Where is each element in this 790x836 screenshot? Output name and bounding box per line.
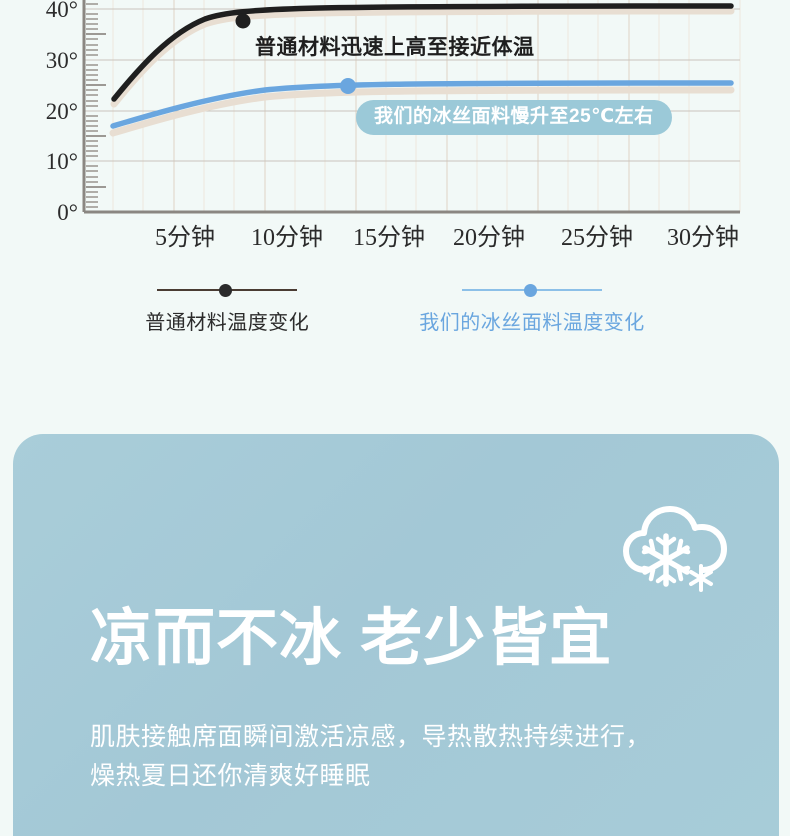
- legend-dot-ice-silk: [524, 284, 537, 297]
- y-tick-label: 10°: [46, 149, 78, 174]
- x-tick-label: 5分钟: [155, 224, 215, 251]
- x-tick-label: 30分钟: [667, 224, 739, 251]
- snowflake-large: [641, 533, 691, 587]
- y-axis-minor-ticks: [86, 3, 98, 208]
- legend-item-ordinary: 普通材料温度变化: [145, 282, 309, 335]
- cloud-snow-icon: [623, 506, 727, 592]
- x-tick-label: 15分钟: [353, 224, 425, 251]
- y-tick-label: 40°: [46, 0, 78, 22]
- ice-silk-annotation-pill: 我们的冰丝面料慢升至25℃左右: [356, 100, 672, 135]
- ice-silk-curve-shadow: [109, 86, 735, 137]
- temperature-chart: 40° 30° 20° 10° 0° 5分钟 10分钟 15分钟 2: [0, 0, 790, 360]
- y-tick-label: 30°: [46, 48, 78, 73]
- chart-legend: 普通材料温度变化 我们的冰丝面料温度变化: [0, 282, 790, 352]
- banner-subtitle-line-2: 燥热夏日还你清爽好睡眠: [90, 761, 371, 790]
- ice-silk-curve-marker: [340, 78, 356, 94]
- cooling-feature-banner: [13, 434, 779, 836]
- banner-subtitle: 肌肤接触席面瞬间激活凉感，导热散热持续进行， 燥热夏日还你清爽好睡眠: [90, 718, 710, 796]
- snowflake-small: [689, 564, 713, 592]
- legend-dot-ordinary: [219, 284, 233, 297]
- ordinary-material-annotation: 普通材料迅速上高至接近体温: [255, 36, 535, 59]
- y-axis-mid-ticks: [86, 33, 106, 188]
- y-axis-tick-labels: 40° 30° 20° 10° 0°: [46, 0, 78, 225]
- x-tick-label: 20分钟: [453, 224, 525, 251]
- ordinary-curve-marker: [235, 13, 251, 29]
- x-axis-tick-labels: 5分钟 10分钟 15分钟 20分钟 25分钟 30分钟: [155, 224, 739, 251]
- legend-marker-ice-silk: [462, 282, 602, 298]
- legend-label-ordinary: 普通材料温度变化: [145, 312, 310, 334]
- ordinary-material-curve: [111, 3, 734, 102]
- ice-silk-curve: [110, 80, 734, 129]
- x-tick-label: 25分钟: [561, 224, 633, 251]
- legend-item-ice-silk: 我们的冰丝面料温度变化: [419, 282, 645, 335]
- ordinary-curve-shadow: [110, 7, 735, 108]
- y-tick-label: 20°: [46, 99, 78, 124]
- legend-marker-ordinary: [157, 282, 298, 298]
- x-tick-label: 10分钟: [251, 224, 323, 251]
- banner-subtitle-line-1: 肌肤接触席面瞬间激活凉感，导热散热持续进行，: [90, 723, 652, 751]
- banner-headline: 凉而不冰 老少皆宜: [90, 604, 613, 673]
- y-tick-label: 0°: [57, 200, 78, 225]
- legend-label-ice-silk: 我们的冰丝面料温度变化: [419, 312, 645, 334]
